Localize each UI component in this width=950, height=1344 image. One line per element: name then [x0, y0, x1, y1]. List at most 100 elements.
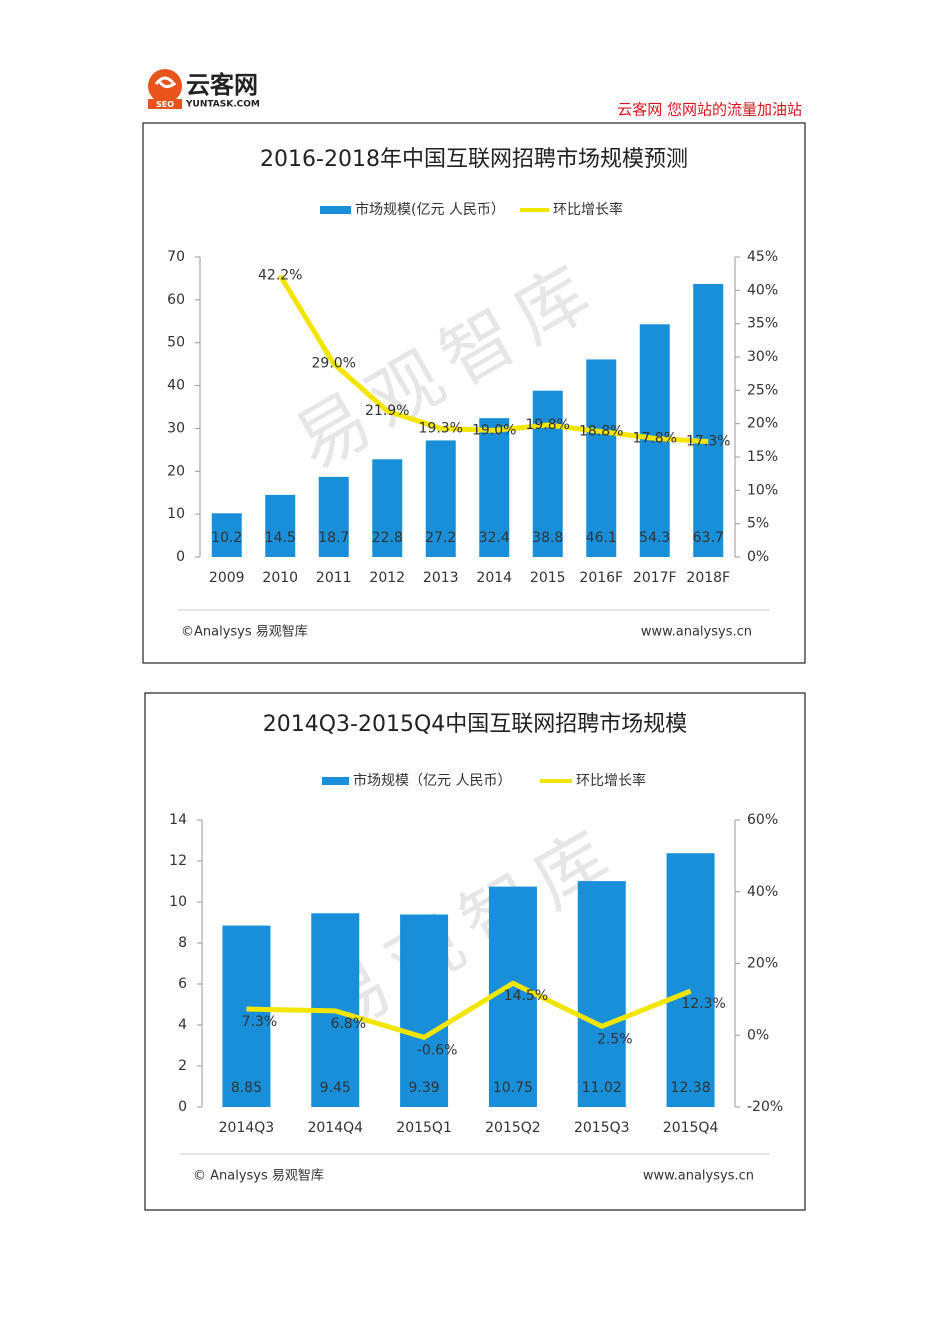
y-tick-label: 8 [178, 935, 187, 951]
bar [211, 513, 242, 557]
y-tick-label: 30 [167, 420, 185, 436]
y2-tick-label: 10% [747, 482, 778, 498]
y2-tick-label: 20% [747, 956, 778, 972]
bar-value-label: 11.02 [582, 1080, 622, 1096]
line-value-label: 19.3% [419, 420, 463, 436]
y-tick-label: 0 [178, 1099, 187, 1115]
bar-value-label: 54.3 [639, 530, 670, 546]
legend-label: 市场规模（亿元 人民币） [353, 772, 511, 789]
logo-name: 云客网 [186, 71, 258, 99]
y2-tick-label: 30% [747, 349, 778, 365]
x-tick-label: 2009 [209, 570, 245, 586]
y2-tick-label: 40% [747, 282, 778, 298]
x-tick-label: 2016F [579, 570, 623, 586]
bar [425, 440, 456, 557]
bar-value-label: 27.2 [425, 530, 456, 546]
line [278, 274, 709, 445]
y-tick-label: 12 [169, 853, 187, 869]
y2-tick-label: 35% [747, 316, 778, 332]
line-value-label: 18.8% [579, 424, 623, 440]
bar [693, 284, 724, 557]
website: www.analysys.cn [643, 1169, 754, 1184]
bar [318, 476, 349, 557]
legend-label: 环比增长率 [576, 772, 646, 789]
x-tick-label: 2018F [686, 570, 730, 586]
logo: SEO 云客网 YUNTASK.COM [148, 69, 260, 110]
line-value-label: 6.8% [330, 1016, 366, 1032]
x-tick-label: 2010 [262, 570, 298, 586]
line-value-label: 12.3% [681, 996, 725, 1012]
legend-label: 市场规模(亿元 人民币） [355, 201, 505, 218]
line-value-label: 17.8% [633, 430, 677, 446]
line-value-label: -0.6% [417, 1042, 458, 1058]
logo-badge: SEO [156, 100, 174, 109]
x-tick-label: 2014Q4 [307, 1120, 363, 1136]
y-tick-label: 10 [167, 506, 185, 522]
bar-value-label: 46.1 [586, 530, 617, 546]
y-tick-label: 40 [167, 378, 185, 394]
x-tick-label: 2015Q1 [396, 1120, 452, 1136]
source: ©Analysys 易观智库 [181, 624, 308, 640]
line-value-label: 14.5% [504, 988, 548, 1004]
slogan: 云客网 您网站的流量加油站 [617, 101, 802, 119]
line-value-label: 2.5% [597, 1031, 633, 1047]
y-tick-label: 0 [176, 549, 185, 565]
y2-tick-label: 0% [747, 1027, 769, 1043]
line-value-label: 19.8% [526, 417, 570, 433]
y2-tick-label: 15% [747, 449, 778, 465]
line-value-label: 21.9% [365, 403, 409, 419]
bar-value-label: 38.8 [532, 530, 563, 546]
x-tick-label: 2015 [530, 570, 566, 586]
y-tick-label: 50 [167, 335, 185, 351]
source: © Analysys 易观智库 [193, 1168, 324, 1184]
bar [532, 390, 563, 557]
legend-swatch [322, 777, 349, 785]
bar [479, 418, 510, 557]
chart-title: 2014Q3-2015Q4中国互联网招聘市场规模 [263, 712, 688, 737]
bar [488, 886, 537, 1107]
x-tick-label: 2012 [369, 570, 405, 586]
legend-swatch [320, 206, 351, 214]
y2-tick-label: -20% [747, 1099, 783, 1115]
y-tick-label: 60 [167, 292, 185, 308]
bar [577, 881, 626, 1107]
bar [265, 494, 296, 557]
y2-tick-label: 45% [747, 249, 778, 265]
y-tick-label: 10 [169, 894, 187, 910]
bar-value-label: 10.75 [493, 1080, 533, 1096]
bar [586, 359, 617, 557]
line-value-label: 19.0% [472, 422, 516, 438]
x-tick-label: 2017F [633, 570, 677, 586]
bar [400, 914, 449, 1107]
y-tick-label: 14 [169, 812, 187, 828]
y-tick-label: 4 [178, 1017, 187, 1033]
y-tick-label: 20 [167, 463, 185, 479]
y2-tick-label: 20% [747, 416, 778, 432]
line-value-label: 7.3% [242, 1014, 278, 1030]
bar-value-label: 14.5 [265, 530, 296, 546]
bar-value-label: 18.7 [318, 530, 349, 546]
x-tick-label: 2015Q2 [485, 1120, 541, 1136]
bar-value-label: 22.8 [372, 530, 403, 546]
bar [372, 459, 403, 557]
y-tick-label: 6 [178, 976, 187, 992]
logo-swirl [154, 76, 177, 89]
logo-domain: YUNTASK.COM [185, 100, 260, 110]
y2-tick-label: 5% [747, 516, 769, 532]
y2-tick-label: 25% [747, 382, 778, 398]
bar-value-label: 32.4 [479, 530, 510, 546]
bar-value-label: 63.7 [693, 530, 724, 546]
bar [666, 853, 715, 1107]
bar-value-label: 9.39 [408, 1080, 439, 1096]
logo-badge-bg [148, 99, 182, 109]
line [246, 980, 692, 1040]
bar-value-label: 12.38 [671, 1080, 711, 1096]
bar-value-label: 9.45 [320, 1080, 351, 1096]
legend-label: 环比增长率 [553, 201, 623, 218]
x-tick-label: 2014Q3 [219, 1120, 275, 1136]
y2-tick-label: 40% [747, 884, 778, 900]
bar-value-label: 10.2 [211, 530, 242, 546]
website: www.analysys.cn [641, 625, 752, 640]
y2-tick-label: 0% [747, 549, 769, 565]
